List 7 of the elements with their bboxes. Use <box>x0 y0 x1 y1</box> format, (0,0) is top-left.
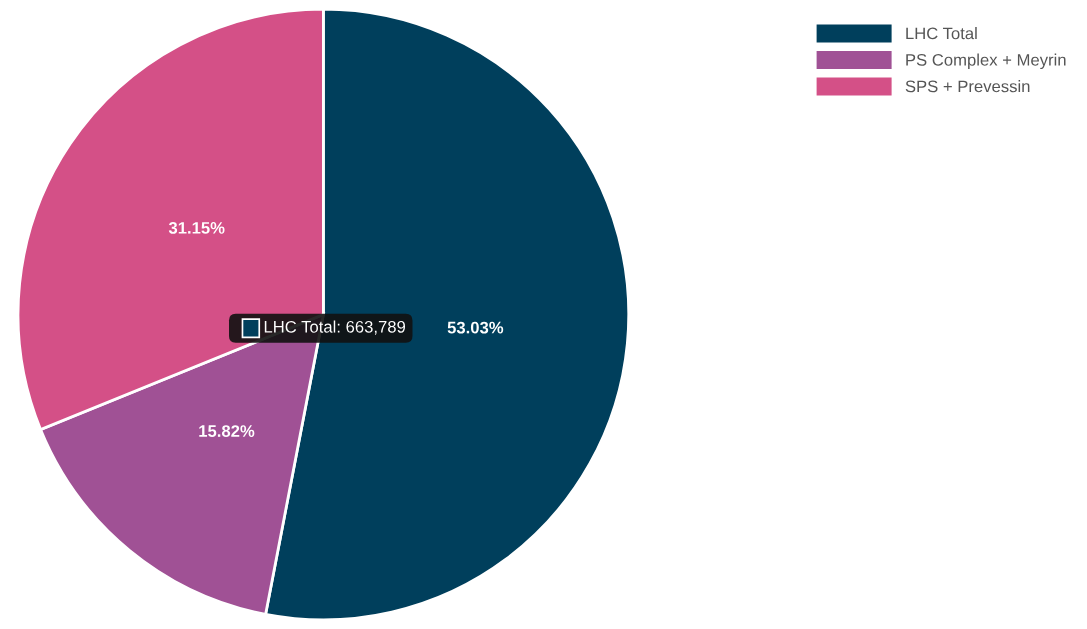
data-label: 31.15% <box>168 221 225 234</box>
data-label: 15.82% <box>199 425 255 437</box>
legend-label: SPS + Prevessin <box>905 80 1030 93</box>
text: LHC Total: 663,789 <box>264 320 406 335</box>
legend-label: PS Complex + Meyrin <box>906 53 1066 70</box>
data-label: 53.03% <box>447 321 504 334</box>
legend-label: LHC Total <box>906 27 977 40</box>
